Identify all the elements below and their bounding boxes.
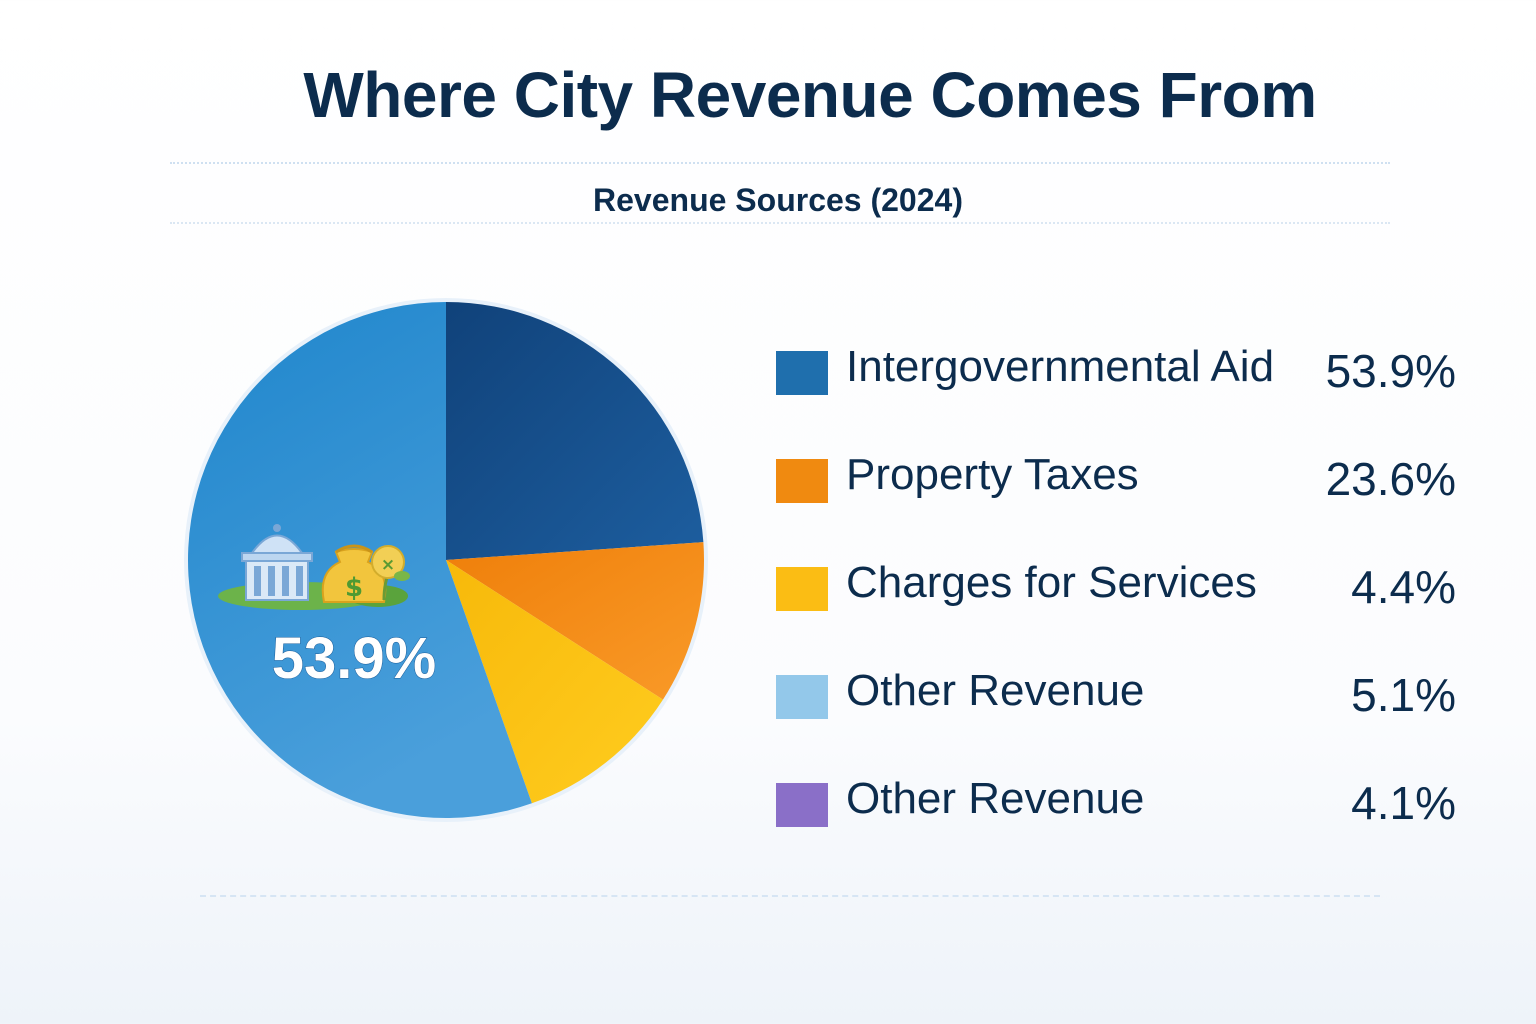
legend-label: Property Taxes [846,450,1139,499]
legend-value: 23.6% [1325,453,1456,505]
city-hall-icon [241,524,313,601]
pie-slice-dark-blue [446,302,704,560]
legend-swatch [776,675,828,719]
title-divider [170,162,1390,164]
svg-text:$: $ [345,573,363,603]
legend-value: 53.9% [1325,345,1456,397]
footer-divider [200,895,1380,897]
subtitle-divider [170,222,1390,224]
legend-item: Other Revenue 4.1% [776,772,1456,880]
chart-legend: Intergovernmental Aid 53.9% Property Taxes… [776,340,1456,880]
pie-slice-yellow [446,560,663,804]
page-title: Where City Revenue Comes From [303,59,1317,131]
svg-text:×: × [381,555,395,575]
pie-label: 53.9% [272,626,436,691]
money-bag-icon: $ [321,544,387,603]
legend-label: Charges for Services [846,558,1257,607]
legend-value: 4.1% [1351,777,1456,829]
chart-subtitle: Revenue Sources (2024) [593,182,963,218]
legend-swatch [776,567,828,611]
legend-item: Other Revenue 5.1% [776,664,1456,772]
money-plant-icon: × [371,545,410,601]
legend-item: Charges for Services 4.4% [776,556,1456,664]
pie-icons: $ × [218,524,410,610]
legend-label: Other Revenue [846,774,1145,823]
legend-label: Other Revenue [846,666,1145,715]
legend-item: Intergovernmental Aid 53.9% [776,340,1456,448]
legend-value: 4.4% [1351,561,1456,613]
legend-value: 5.1% [1351,669,1456,721]
legend-swatch [776,351,828,395]
legend-item: Property Taxes 23.6% [776,448,1456,556]
legend-swatch [776,459,828,503]
legend-swatch [776,783,828,827]
pie-slice-orange [446,542,705,700]
legend-label: Intergovernmental Aid [846,342,1275,391]
